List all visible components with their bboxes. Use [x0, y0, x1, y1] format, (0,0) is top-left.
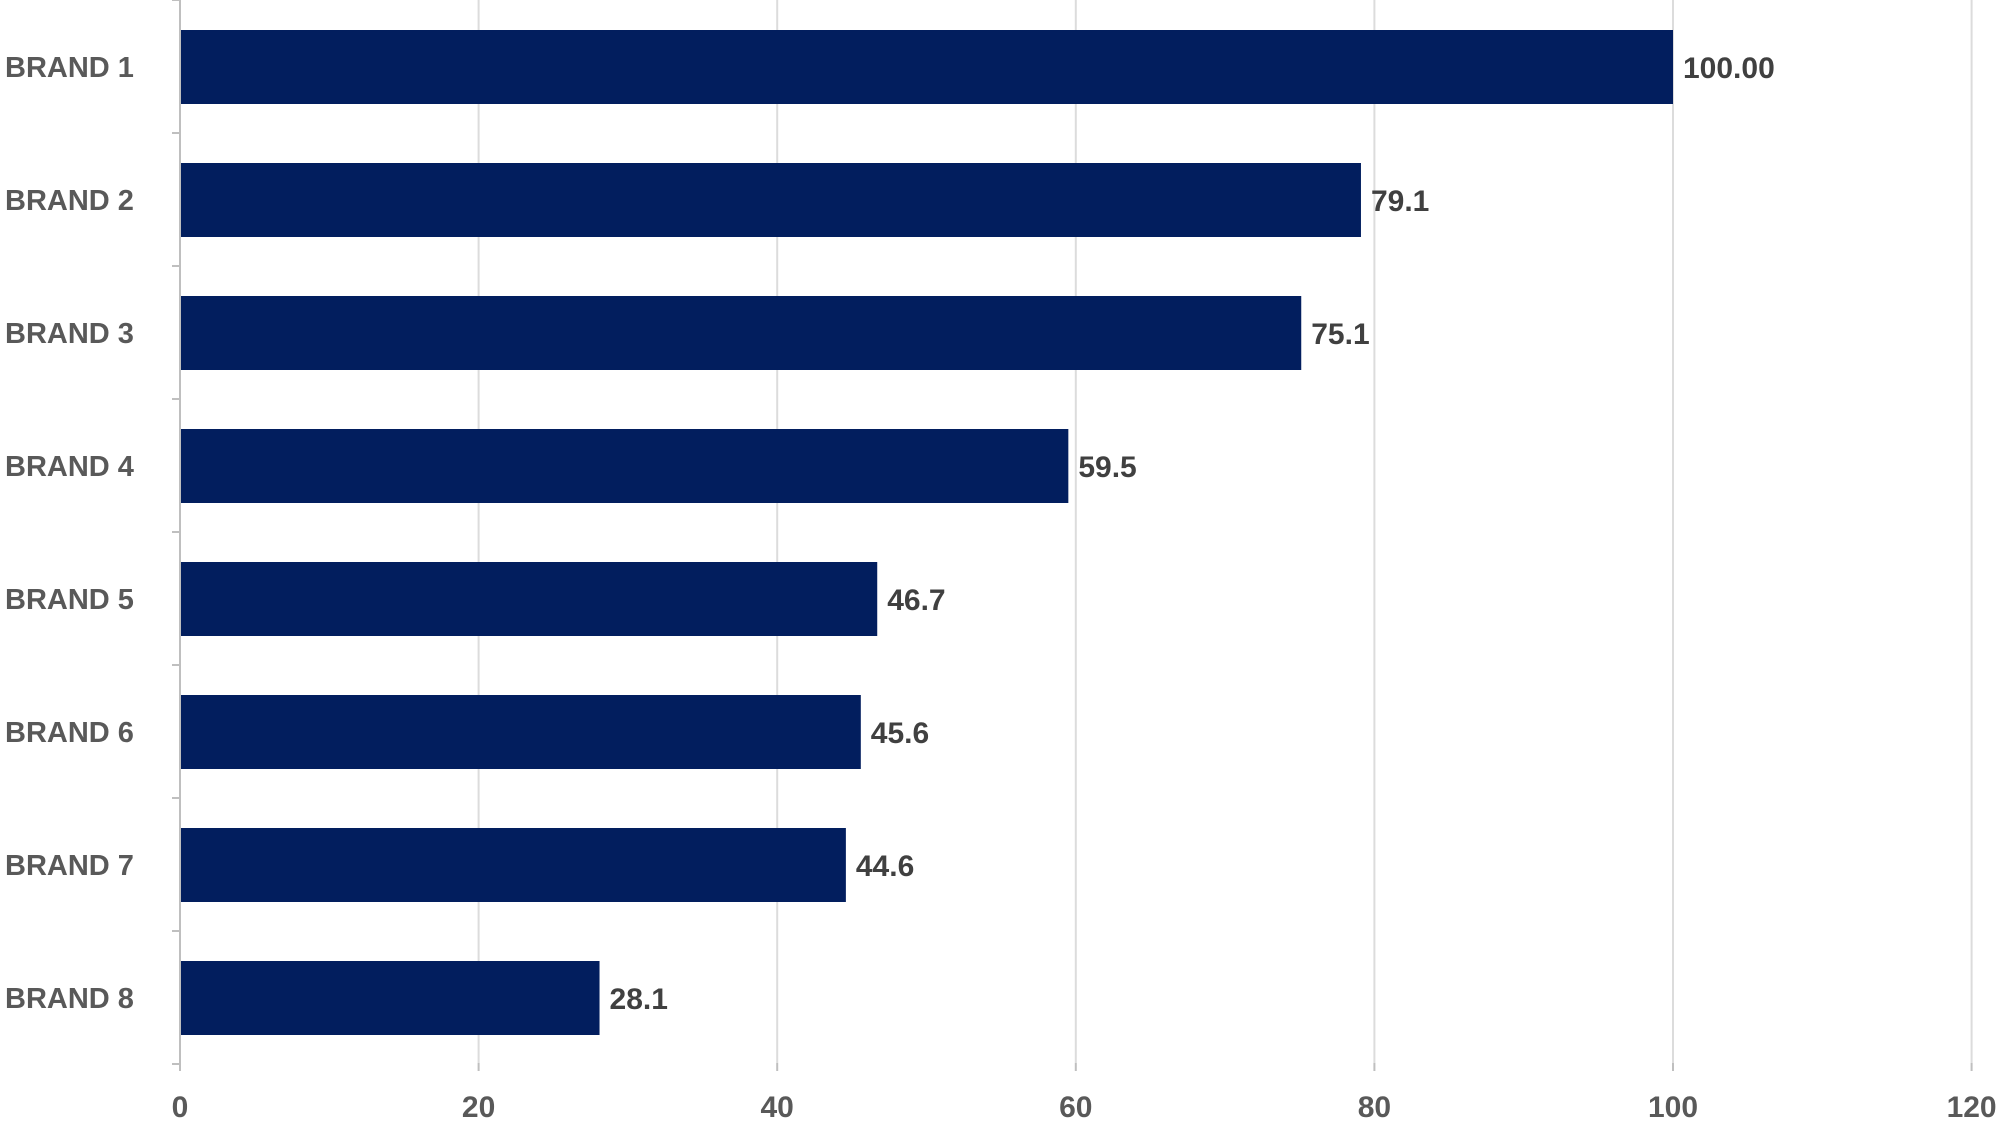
- category-label: BRAND 4: [5, 451, 134, 483]
- category-label: BRAND 2: [5, 185, 134, 217]
- gridlines: [477, 0, 1973, 1063]
- category-label: BRAND 8: [5, 983, 134, 1015]
- x-tick-label: 80: [1358, 1091, 1391, 1124]
- bar-1: [180, 30, 1673, 104]
- data-label: 44.6: [856, 850, 914, 883]
- x-tick-label: 60: [1059, 1091, 1092, 1124]
- x-tick-label: 100: [1648, 1091, 1698, 1124]
- category-label: BRAND 6: [5, 717, 134, 749]
- bar-7: [180, 828, 846, 902]
- data-label: 45.6: [871, 717, 929, 750]
- x-tick-label: 20: [462, 1091, 495, 1124]
- axes: [172, 0, 1973, 1071]
- bar-2: [180, 163, 1361, 237]
- bar-6: [180, 695, 861, 769]
- bar-8: [180, 961, 600, 1035]
- x-tick-label: 0: [172, 1091, 189, 1124]
- data-label: 75.1: [1311, 318, 1369, 351]
- bar-3: [180, 296, 1302, 370]
- x-tick-label: 40: [761, 1091, 794, 1124]
- data-label: 79.1: [1371, 185, 1429, 218]
- x-tick-label: 120: [1947, 1091, 1997, 1124]
- category-label: BRAND 5: [5, 584, 134, 616]
- labels: 0 20 40 60 80 100 120 BRAND 1 100.00 BRAND 2 79.1 B…: [5, 52, 1997, 1124]
- bar-5: [180, 562, 878, 636]
- bar-4: [180, 429, 1069, 503]
- category-label: BRAND 7: [5, 850, 134, 882]
- category-label: BRAND 1: [5, 52, 134, 84]
- data-label: 59.5: [1078, 451, 1136, 484]
- data-label: 46.7: [887, 584, 945, 617]
- category-label: BRAND 3: [5, 318, 134, 350]
- data-label: 100.00: [1683, 52, 1775, 85]
- bars: [180, 30, 1673, 1035]
- data-label: 28.1: [610, 983, 668, 1016]
